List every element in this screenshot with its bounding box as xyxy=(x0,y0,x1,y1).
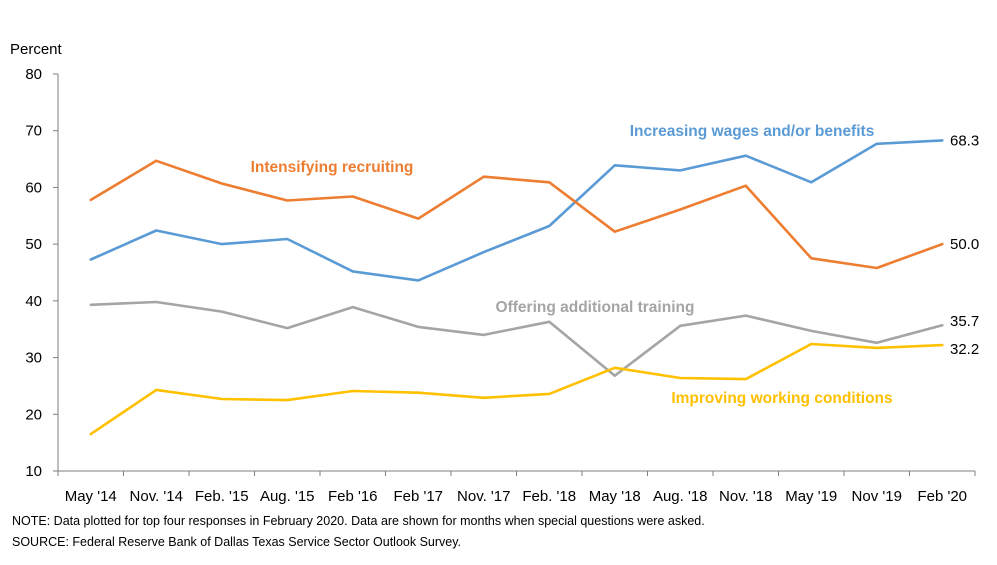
series-label-3: Offering additional training xyxy=(496,299,695,316)
x-tick-label: Feb '20 xyxy=(917,488,967,505)
series-line-3 xyxy=(89,300,944,378)
series-line-1 xyxy=(89,139,944,282)
y-tick-label: 60 xyxy=(25,179,42,196)
y-tick-label: 30 xyxy=(25,350,42,367)
series-labels: Increasing wages and/or benefits Intensif… xyxy=(251,123,893,407)
x-tick-label: Aug. '15 xyxy=(260,488,315,505)
end-value-label: 50.0 xyxy=(950,236,979,253)
series-lines xyxy=(89,139,944,436)
y-tick-label: 80 xyxy=(25,66,42,83)
chart-note: NOTE: Data plotted for top four response… xyxy=(12,514,705,528)
x-tick-label: Feb. '15 xyxy=(195,488,249,505)
end-value-label: 32.2 xyxy=(950,341,979,358)
x-tick-label: May '14 xyxy=(65,488,117,505)
x-tick-label: Feb '16 xyxy=(328,488,378,505)
y-tick-label: 50 xyxy=(25,236,42,253)
x-tick-label: May '18 xyxy=(589,488,641,505)
x-tick-label: Nov '19 xyxy=(852,488,902,505)
x-tick-label: Aug. '18 xyxy=(653,488,708,505)
x-tick-label: Feb. '18 xyxy=(522,488,576,505)
y-axis-label: Percent xyxy=(10,41,63,58)
line-chart: Percent 10 20 30 40 50 60 70 80 May '14 Nov. '14… xyxy=(10,41,979,505)
x-tick-label: Nov. '18 xyxy=(719,488,772,505)
y-tick-label: 70 xyxy=(25,123,42,140)
x-tick-label: May '19 xyxy=(785,488,837,505)
y-ticks: 10 20 30 40 50 60 70 80 xyxy=(25,66,58,480)
y-tick-label: 20 xyxy=(25,406,42,423)
series-label-1: Increasing wages and/or benefits xyxy=(630,123,875,140)
y-tick-label: 40 xyxy=(25,293,42,310)
x-tick-label: Feb '17 xyxy=(393,488,443,505)
x-tick-label: Nov. '14 xyxy=(130,488,183,505)
end-value-label: 68.3 xyxy=(950,132,979,149)
x-ticks: May '14 Nov. '14 Feb. '15 Aug. '15 Feb '16 Fe… xyxy=(57,471,976,505)
x-tick-label: Nov. '17 xyxy=(457,488,510,505)
y-tick-label: 10 xyxy=(25,463,42,480)
series-line-2 xyxy=(89,159,944,270)
series-label-2: Intensifying recruiting xyxy=(251,159,414,176)
series-label-4: Improving working conditions xyxy=(671,390,892,407)
end-value-label: 35.7 xyxy=(950,313,979,330)
chart-source: SOURCE: Federal Reserve Bank of Dallas T… xyxy=(12,535,462,549)
end-labels: 68.3 50.0 35.7 32.2 xyxy=(950,132,979,358)
series-line-4 xyxy=(89,342,944,436)
